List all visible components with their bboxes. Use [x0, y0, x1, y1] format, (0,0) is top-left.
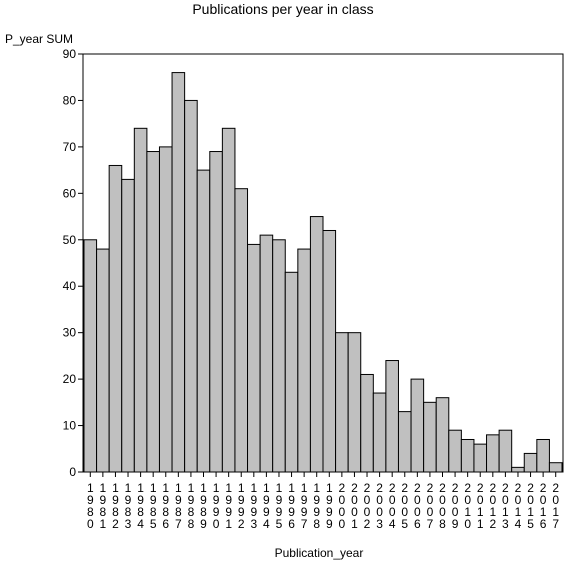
bar — [536, 438, 550, 473]
bar — [460, 438, 475, 473]
bar — [121, 178, 135, 473]
bar — [473, 443, 488, 473]
y-tick-label: 30 — [63, 326, 77, 340]
bar — [284, 271, 299, 473]
bar — [385, 360, 399, 473]
bar — [309, 216, 324, 473]
bar — [247, 243, 261, 473]
bar — [108, 164, 123, 473]
bar — [158, 146, 173, 473]
bar — [360, 373, 374, 473]
y-tick-label: 60 — [63, 186, 77, 200]
y-tick-label: 10 — [63, 419, 77, 433]
y-tick-label: 50 — [63, 233, 77, 247]
bar — [322, 229, 337, 473]
bar — [511, 466, 525, 473]
chart-title: Publications per year in class — [192, 1, 373, 17]
y-tick-label: 0 — [69, 465, 76, 479]
bar — [146, 151, 160, 473]
bar — [221, 127, 236, 473]
bar — [234, 188, 249, 473]
bar — [196, 169, 211, 473]
bar — [133, 127, 148, 473]
bar — [335, 332, 349, 473]
bar — [96, 248, 110, 473]
y-axis-label: P_year SUM — [5, 32, 73, 46]
y-tick-label: 90 — [63, 47, 77, 61]
y-tick-label: 70 — [63, 140, 77, 154]
bar — [272, 239, 286, 473]
bar — [83, 239, 98, 473]
y-tick-label: 80 — [63, 93, 77, 107]
bar — [347, 332, 362, 473]
bar — [209, 151, 223, 473]
bar — [259, 234, 274, 473]
x-axis-label: Publication_year — [275, 546, 364, 560]
bar — [498, 429, 513, 473]
bar — [184, 99, 198, 473]
bar — [397, 411, 412, 473]
bar — [410, 378, 425, 473]
bar — [372, 392, 387, 473]
bar — [448, 429, 462, 473]
bar — [423, 401, 437, 473]
bar — [486, 434, 500, 473]
bar — [297, 248, 311, 473]
bar — [435, 397, 450, 473]
y-tick-label: 20 — [63, 372, 77, 386]
y-tick-label: 40 — [63, 279, 77, 293]
bar — [523, 452, 538, 473]
bar — [171, 72, 186, 473]
bar — [548, 462, 563, 473]
